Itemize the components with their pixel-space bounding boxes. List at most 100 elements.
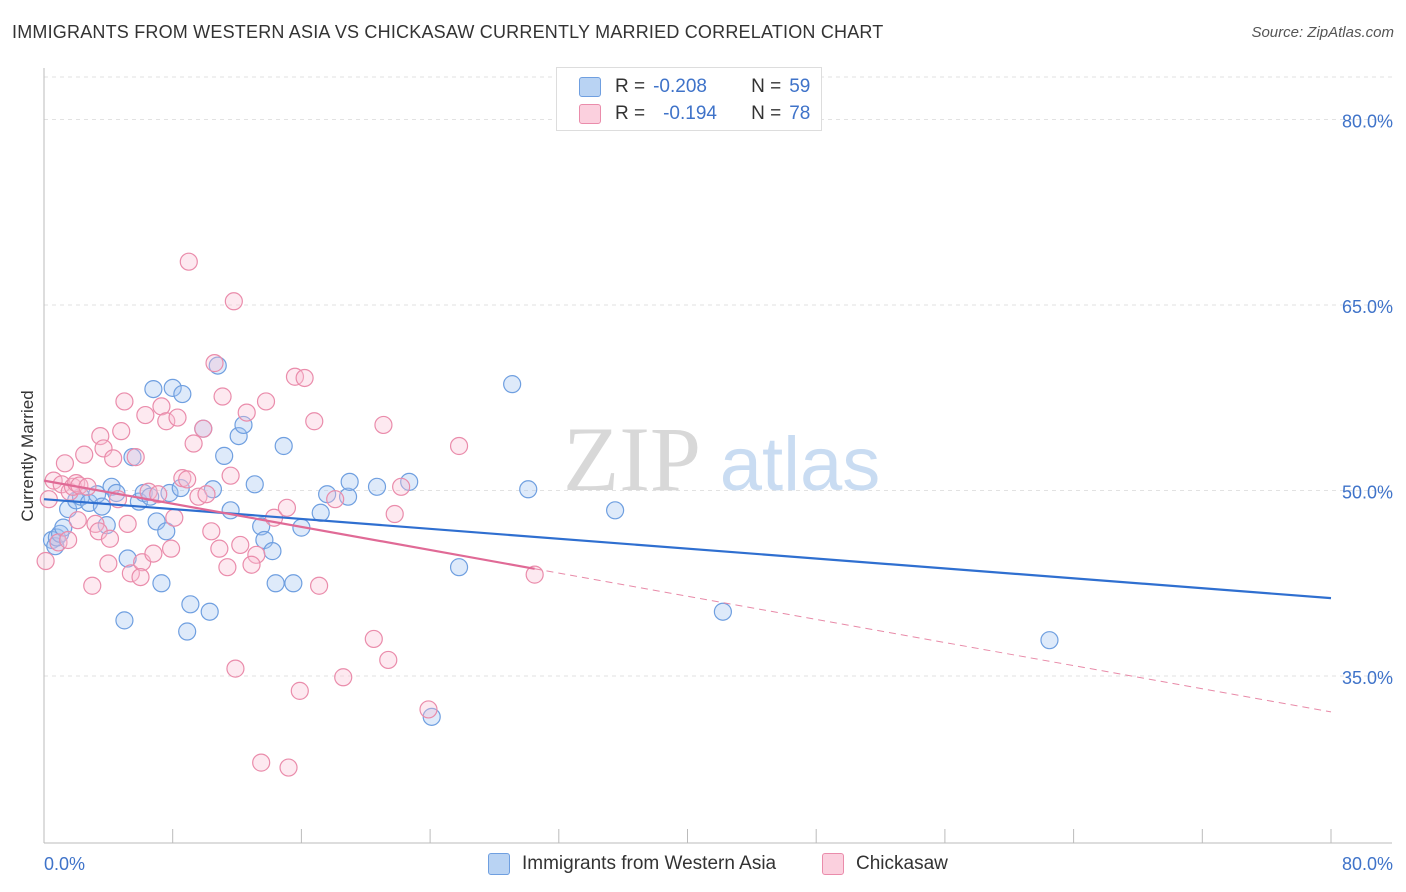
legend-n-label: N = [751, 103, 782, 124]
data-point-western-asia [163, 378, 182, 397]
legend-r-label: R = [615, 76, 646, 97]
data-point-chickasaw [385, 504, 404, 524]
legend-n-value-chickasaw: 78 [789, 103, 811, 124]
source-label: Source: ZipAtlas.com [1251, 24, 1394, 41]
data-point-western-asia [92, 497, 112, 516]
data-point-chickasaw [392, 477, 411, 496]
watermark-atlas: atlas [720, 422, 881, 507]
legend-swatch-western-asia [579, 77, 601, 97]
data-point-chickasaw [121, 564, 140, 583]
data-point-western-asia [178, 622, 197, 641]
data-point-chickasaw [157, 412, 176, 431]
data-point-chickasaw [99, 554, 118, 573]
data-point-chickasaw [309, 576, 329, 595]
watermark: ZIP atlas [563, 408, 880, 510]
data-point-western-asia [274, 436, 293, 456]
data-point-chickasaw [290, 681, 309, 700]
data-point-chickasaw [112, 422, 131, 441]
data-point-chickasaw [83, 576, 102, 595]
data-point-western-asia [181, 595, 200, 614]
data-point-western-asia [215, 446, 234, 465]
data-point-chickasaw [136, 405, 155, 425]
data-point-chickasaw [131, 567, 150, 587]
data-point-chickasaw [59, 530, 78, 550]
legend-n-label: N = [751, 76, 782, 97]
bottom-legend-swatch-chickasaw [822, 853, 844, 875]
data-point-western-asia [173, 384, 192, 404]
data-point-western-asia [200, 602, 219, 621]
data-point-western-asia [144, 379, 163, 399]
data-point-western-asia [449, 558, 469, 577]
data-point-western-asia [152, 574, 171, 593]
data-point-chickasaw [379, 650, 398, 670]
y-tick-label: 65.0% [1342, 297, 1393, 317]
data-point-chickasaw [68, 511, 87, 530]
data-point-chickasaw [525, 565, 544, 584]
data-point-chickasaw [126, 448, 145, 467]
data-point-chickasaw [226, 659, 245, 678]
data-point-chickasaw [100, 529, 120, 548]
data-point-chickasaw [419, 700, 438, 719]
data-point-chickasaw [285, 367, 305, 386]
data-point-chickasaw [197, 485, 216, 504]
data-point-western-asia [519, 480, 538, 499]
data-point-western-asia [1040, 631, 1059, 650]
data-point-chickasaw [252, 753, 271, 772]
data-point-western-asia [118, 549, 137, 568]
data-point-western-asia [340, 472, 359, 491]
data-point-western-asia [606, 501, 625, 520]
trend-line-chickasaw [43, 479, 535, 570]
data-point-chickasaw [115, 392, 134, 411]
axes [43, 68, 1392, 844]
data-point-chickasaw [179, 252, 198, 271]
data-point-chickasaw [194, 419, 213, 438]
data-point-western-asia [229, 426, 248, 446]
data-point-chickasaw [364, 629, 383, 649]
trend-line-chickasaw-extension [534, 568, 1332, 713]
data-point-chickasaw [305, 412, 324, 431]
data-point-western-asia [284, 574, 303, 593]
data-point-chickasaw [210, 539, 229, 558]
data-point-chickasaw [221, 466, 240, 485]
legend-swatch-chickasaw [579, 104, 601, 124]
legend-row-western-asia: R = -0.208 N = 59 [579, 75, 810, 99]
data-point-chickasaw [213, 387, 232, 406]
bottom-legend-chickasaw: Chickasaw [822, 851, 948, 877]
data-point-chickasaw [247, 545, 266, 564]
bottom-legend-label-chickasaw: Chickasaw [856, 853, 948, 874]
data-point-chickasaw [374, 415, 393, 435]
data-point-chickasaw [279, 758, 298, 777]
data-point-chickasaw [55, 454, 75, 473]
data-point-chickasaw [149, 485, 168, 504]
data-point-chickasaw [94, 439, 113, 458]
data-point-chickasaw [205, 354, 224, 373]
data-point-chickasaw [231, 535, 250, 555]
y-tick-label: 80.0% [1342, 111, 1393, 131]
data-point-chickasaw [202, 522, 221, 541]
data-point-western-asia [245, 475, 264, 494]
data-point-chickasaw [168, 408, 187, 427]
x-tick-label: 0.0% [44, 854, 85, 874]
correlation-legend: R = -0.208 N = 59 R = -0.194 N = 78 [556, 67, 822, 131]
data-point-western-asia [263, 542, 282, 561]
data-point-chickasaw [178, 470, 197, 489]
legend-n-value-western-asia: 59 [789, 76, 811, 97]
data-point-chickasaw [184, 434, 203, 453]
data-point-chickasaw [242, 555, 261, 574]
data-point-chickasaw [334, 668, 353, 687]
trend-line-western-asia [43, 498, 1332, 600]
data-point-chickasaw [224, 292, 243, 311]
data-point-western-asia [311, 503, 330, 522]
data-point-western-asia [115, 611, 134, 630]
data-point-chickasaw [277, 498, 297, 517]
data-point-western-asia [266, 574, 285, 593]
legend-r-value-western-asia: -0.208 [653, 76, 707, 97]
legend-r-label: R = [615, 103, 646, 124]
legend-r-value-chickasaw: -0.194 [663, 103, 717, 124]
y-tick-label: 50.0% [1342, 483, 1393, 503]
bottom-legend-label-western-asia: Immigrants from Western Asia [522, 853, 777, 874]
watermark-zip: ZIP [563, 408, 701, 510]
data-point-chickasaw [89, 522, 108, 541]
chart-title: IMMIGRANTS FROM WESTERN ASIA VS CHICKASA… [12, 22, 884, 42]
